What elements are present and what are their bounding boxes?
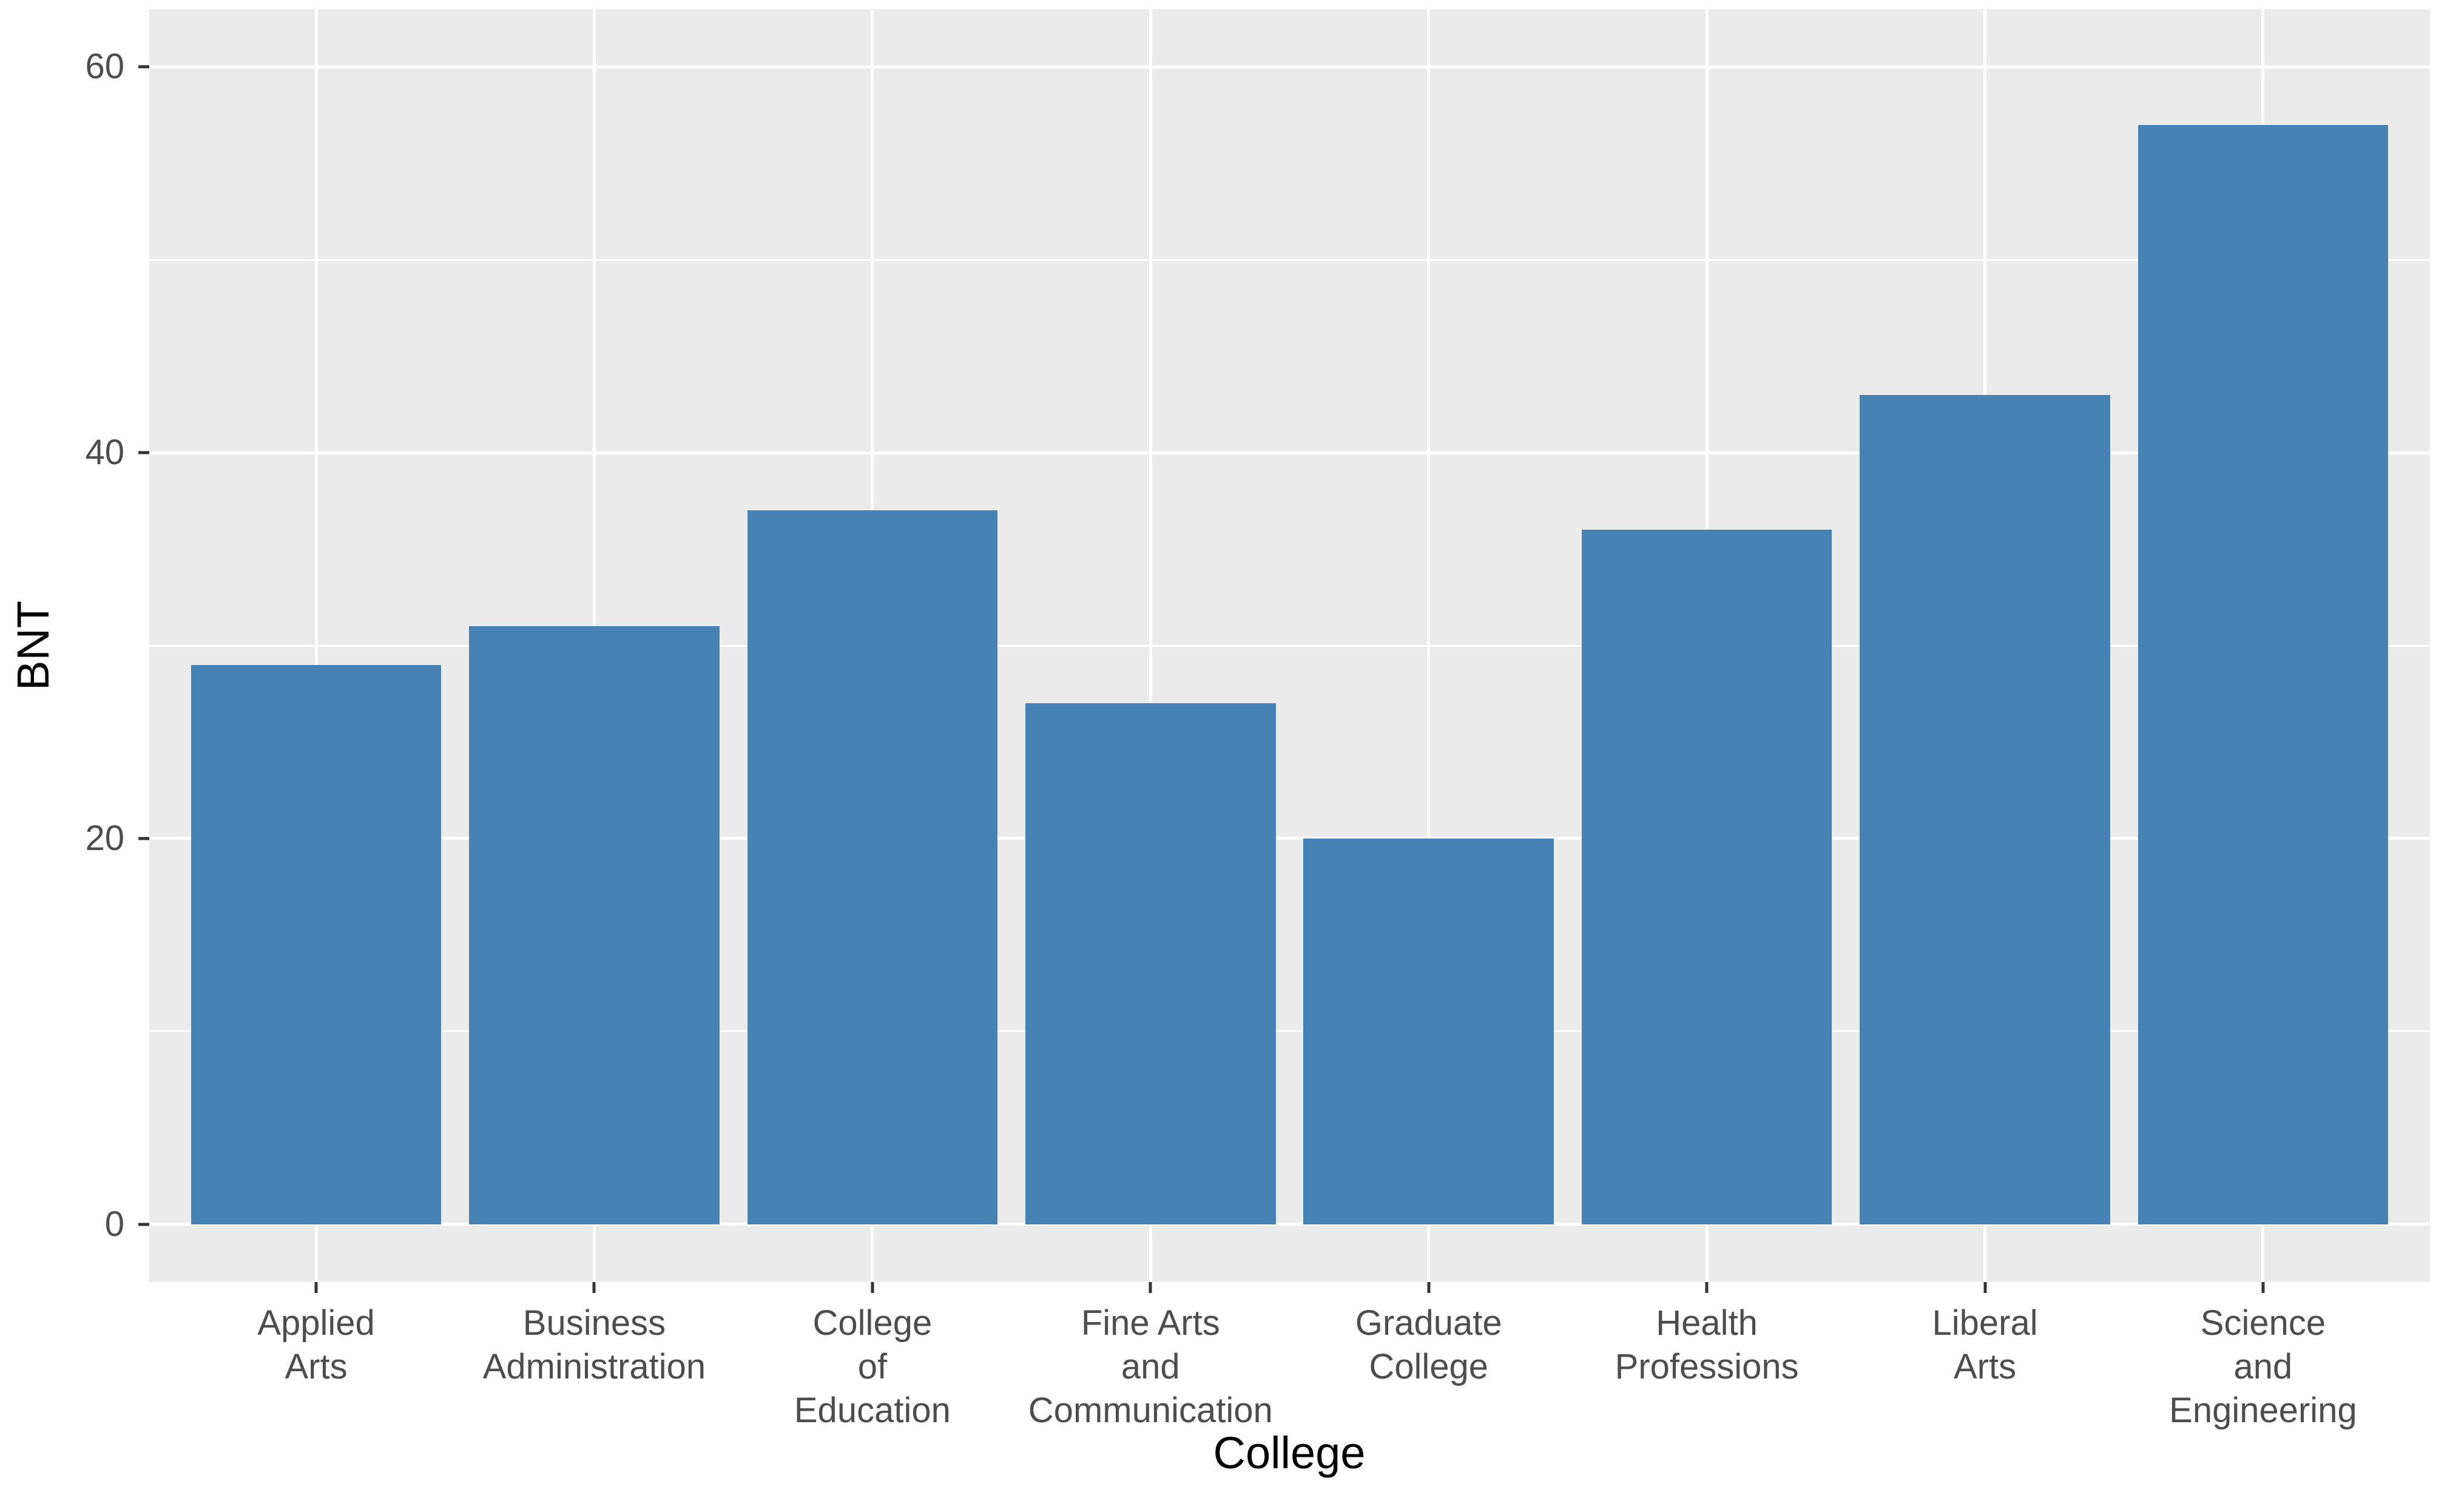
x-tick-label-line: Applied — [257, 1303, 375, 1343]
bar-graduate-college — [1303, 838, 1554, 1224]
x-tick-label-line: Arts — [1953, 1347, 2017, 1386]
x-tick-label-line: Health — [1656, 1303, 1758, 1343]
x-tick-label-line: Professions — [1615, 1347, 1799, 1386]
major-gridline-y-0 — [149, 1223, 2430, 1226]
x-tick-label-line: Business — [522, 1303, 666, 1343]
x-tick-mark-2 — [592, 1282, 596, 1293]
x-tick-mark-4 — [1149, 1282, 1152, 1293]
plot-panel — [149, 9, 2430, 1282]
y-tick-label-40: 40 — [85, 433, 124, 473]
bar-business-administration — [469, 626, 720, 1224]
x-tick-label-line: Education — [794, 1391, 951, 1430]
minor-gridline-y-30 — [149, 644, 2430, 647]
x-tick-label-graduate-college: Graduate College — [1271, 1301, 1587, 1389]
y-tick-mark-0 — [138, 1223, 149, 1226]
x-tick-label-line: and — [1121, 1347, 1180, 1386]
y-tick-label-0: 0 — [104, 1204, 124, 1244]
bar-liberal-arts — [1860, 394, 2110, 1224]
x-tick-label-line: Arts — [285, 1347, 348, 1386]
x-tick-mark-3 — [871, 1282, 874, 1293]
major-gridline-y-40 — [149, 451, 2430, 454]
y-tick-label-60: 60 — [85, 47, 124, 87]
major-gridline-y-60 — [149, 65, 2430, 69]
x-tick-label-liberal-arts: Liberal Arts — [1827, 1301, 2143, 1389]
x-tick-label-line: Administration — [482, 1347, 706, 1386]
major-gridline-y-20 — [149, 837, 2430, 840]
gridline-x-category-4 — [1149, 9, 1152, 1282]
x-tick-mark-5 — [1427, 1282, 1431, 1293]
y-tick-label-20: 20 — [85, 818, 124, 858]
y-tick-mark-60 — [138, 65, 149, 69]
x-tick-mark-6 — [1705, 1282, 1709, 1293]
x-tick-mark-7 — [1983, 1282, 1987, 1293]
y-tick-mark-40 — [138, 451, 149, 454]
minor-gridline-y-10 — [149, 1030, 2430, 1033]
minor-gridline-y-50 — [149, 258, 2430, 261]
x-tick-label-line: Communication — [1028, 1391, 1273, 1430]
x-tick-mark-1 — [314, 1282, 318, 1293]
x-tick-label-line: College — [812, 1303, 933, 1343]
x-tick-label-line: Graduate — [1355, 1303, 1502, 1343]
x-tick-label-line: of — [857, 1347, 888, 1386]
x-axis-title: College — [1213, 1428, 1366, 1478]
gridline-x-category-1 — [314, 9, 318, 1282]
x-tick-label-business-administration: Business Administration — [436, 1301, 752, 1389]
bar-fine-arts-and-communication — [1025, 703, 1276, 1224]
y-tick-mark-20 — [138, 837, 149, 840]
gridline-x-category-5 — [1427, 9, 1431, 1282]
bar-health-professions — [1581, 530, 1832, 1224]
x-tick-label-health-professions: Health Professions — [1549, 1301, 1864, 1389]
x-tick-label-line: Liberal — [1932, 1303, 2038, 1343]
x-tick-label-fine-arts-and-communication: Fine Arts and Communication — [993, 1301, 1308, 1433]
x-tick-label-applied-arts: Applied Arts — [158, 1301, 474, 1389]
x-tick-label-college-of-education: College of Education — [715, 1301, 1030, 1433]
bar-science-and-engineering — [2138, 124, 2389, 1224]
x-tick-label-science-and-engineering: Science and Engineering — [2105, 1301, 2421, 1433]
y-axis-title: BNT — [8, 601, 58, 690]
bar-college-of-education — [747, 510, 998, 1224]
x-tick-label-line: Engineering — [2169, 1391, 2357, 1430]
bar-applied-arts — [191, 664, 442, 1224]
x-tick-label-line: and — [2233, 1347, 2293, 1386]
x-tick-label-line: Science — [2200, 1303, 2326, 1343]
x-tick-mark-8 — [2261, 1282, 2265, 1293]
x-tick-label-line: Fine Arts — [1081, 1303, 1220, 1343]
x-tick-label-line: College — [1369, 1347, 1489, 1386]
